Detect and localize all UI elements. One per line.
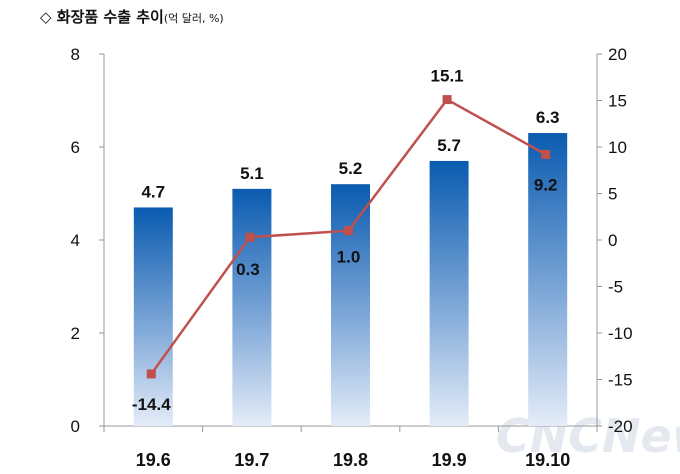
bar-value-label: 5.2 xyxy=(339,159,363,178)
export-bar xyxy=(331,184,370,426)
unit-note: (억 달러, %) xyxy=(163,12,224,25)
growth-rate-point xyxy=(146,369,156,379)
right-tick-label: 15 xyxy=(608,92,627,111)
line-value-label: 15.1 xyxy=(431,67,464,86)
growth-rate-point xyxy=(245,232,255,242)
title-text: 화장품 수출 추이 xyxy=(56,8,164,26)
line-value-label: 1.0 xyxy=(337,248,361,267)
category-label: 19.8 xyxy=(333,450,368,470)
chart-title: ◇ 화장품 수출 추이(억 달러, %) xyxy=(40,6,224,27)
line-value-label: 0.3 xyxy=(236,260,260,279)
right-tick-label: -10 xyxy=(608,324,633,343)
line-value-label: -14.4 xyxy=(132,395,171,414)
export-bar xyxy=(528,133,568,427)
export-bar xyxy=(429,160,469,426)
line-value-label: 9.2 xyxy=(534,175,558,194)
right-tick-label: -15 xyxy=(608,371,633,390)
diamond-icon: ◇ xyxy=(40,8,52,26)
right-tick-label: 0 xyxy=(608,231,617,250)
left-tick-label: 8 xyxy=(71,45,80,64)
growth-rate-point xyxy=(344,226,353,236)
left-tick-label: 0 xyxy=(71,417,80,436)
growth-rate-point xyxy=(541,149,551,159)
watermark-logo: CNCNews xyxy=(496,409,680,463)
export-bar xyxy=(133,207,173,426)
bar-value-label: 5.7 xyxy=(437,136,461,155)
right-tick-label: 10 xyxy=(608,138,627,157)
right-tick-label: -20 xyxy=(608,417,633,436)
category-label: 19.10 xyxy=(525,450,570,470)
left-tick-label: 6 xyxy=(71,138,80,157)
category-label: 19.6 xyxy=(136,450,171,470)
right-tick-label: 5 xyxy=(608,185,617,204)
export-bar xyxy=(232,188,272,426)
right-tick-label: 20 xyxy=(608,45,627,64)
growth-rate-point xyxy=(442,95,452,105)
left-tick-label: 4 xyxy=(71,231,80,250)
category-label: 19.9 xyxy=(432,450,467,470)
bar-value-label: 4.7 xyxy=(141,182,165,201)
right-tick-label: -5 xyxy=(608,278,623,297)
bar-value-label: 6.3 xyxy=(536,108,560,127)
category-label: 19.7 xyxy=(234,450,269,470)
bar-value-label: 5.1 xyxy=(240,164,264,183)
left-tick-label: 2 xyxy=(71,324,80,343)
